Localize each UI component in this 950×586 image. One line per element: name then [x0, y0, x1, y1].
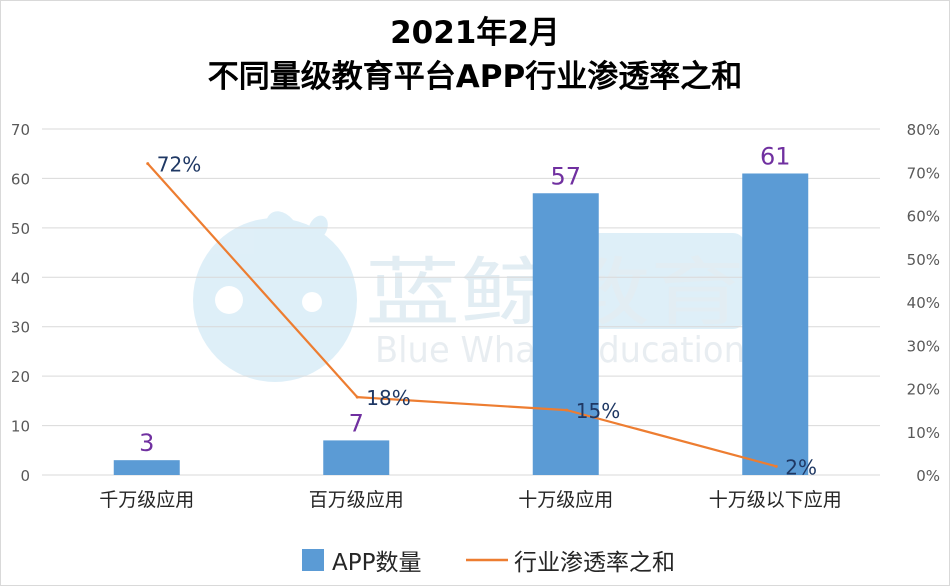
bar — [532, 193, 599, 475]
y-right-tick-label: 50% — [907, 251, 940, 269]
y-right-tick-label: 30% — [907, 337, 940, 355]
y-left-tick-label: 30 — [11, 319, 30, 337]
line-value-label: 18% — [366, 386, 410, 410]
bar-series — [113, 173, 809, 475]
y-right-tick-label: 80% — [907, 121, 940, 139]
y-left-tick-label: 70 — [11, 121, 30, 139]
y-left-tick-label: 50 — [11, 220, 30, 238]
x-tick-label: 十万级应用 — [518, 489, 613, 511]
data-labels: 3 7 57 61 72% 18% 15% 2% — [139, 142, 817, 479]
line-value-label: 72% — [157, 153, 201, 177]
y-left-tick-label: 0 — [20, 467, 30, 485]
x-tick-label: 百万级应用 — [309, 489, 404, 511]
bar-value-label: 57 — [550, 162, 581, 190]
y-right-tick-label: 10% — [907, 424, 940, 442]
y-right-tick-label: 70% — [907, 164, 940, 182]
y-left-tick-label: 10 — [11, 418, 30, 436]
y-right-tick-label: 0% — [916, 467, 940, 485]
y-right-tick-label: 20% — [907, 381, 940, 399]
x-tick-label: 千万级应用 — [99, 489, 194, 511]
y-left-tick-label: 20 — [11, 368, 30, 386]
bar-value-label: 3 — [139, 429, 154, 457]
line-point — [146, 162, 150, 166]
line-path — [146, 162, 777, 468]
line-point — [565, 408, 569, 412]
watermark-badge — [555, 233, 745, 329]
line-series — [146, 162, 778, 468]
bar-value-label: 61 — [760, 142, 791, 170]
legend-bar-label: APP数量 — [332, 550, 421, 576]
line-value-label: 15% — [576, 399, 620, 423]
bar-value-label: 7 — [349, 409, 364, 437]
bar — [742, 173, 809, 475]
x-tick-label: 十万级以下应用 — [709, 489, 842, 511]
y-right-tick-label: 60% — [907, 208, 940, 226]
axes: 0 10 20 30 40 50 60 70 0% 10% 20% 30% 40% 50% 60% 70% 80… — [11, 121, 940, 511]
bar — [113, 460, 180, 475]
blue-whale-watermark: 蓝鲸教育 Blue Whale Education — [193, 211, 745, 382]
y-right-tick-label: 40% — [907, 294, 940, 312]
bar — [323, 440, 390, 475]
chart-subtitle: 不同量级教育平台APP行业渗透率之和 — [208, 59, 742, 95]
legend: APP数量 行业渗透率之和 — [302, 549, 675, 576]
chart-title: 2021年2月 — [390, 15, 560, 51]
line-value-label: 2% — [785, 455, 817, 479]
y-left-tick-label: 40 — [11, 269, 30, 287]
y-left-tick-label: 60 — [11, 170, 30, 188]
line-point — [774, 464, 778, 468]
legend-line-label: 行业渗透率之和 — [514, 550, 675, 576]
legend-bar-swatch — [302, 549, 324, 571]
line-point — [355, 395, 359, 399]
gridlines — [42, 128, 880, 476]
